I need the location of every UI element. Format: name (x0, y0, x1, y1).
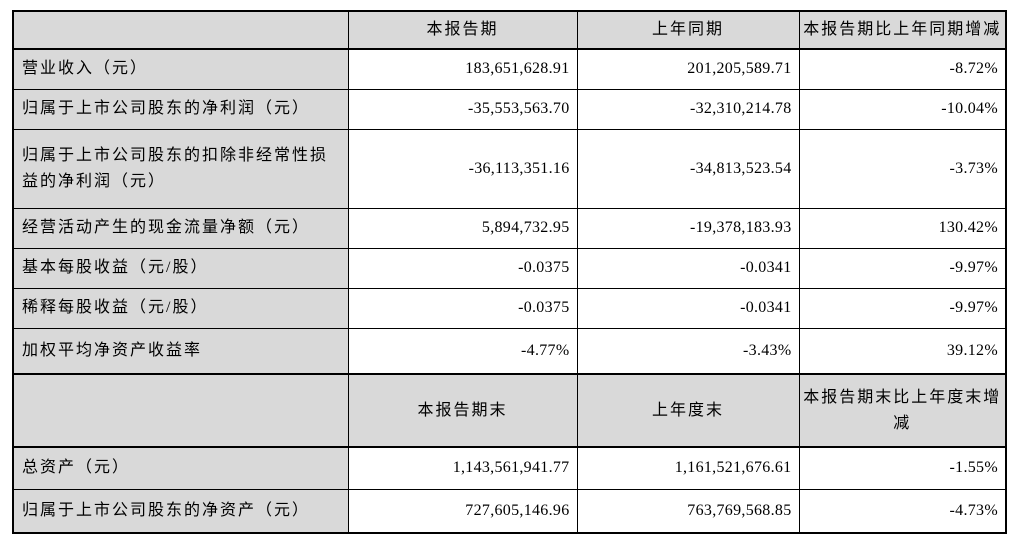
change-value: -10.04% (798, 88, 1007, 130)
change-value: -4.73% (798, 488, 1007, 534)
current-period-value: -4.77% (347, 327, 578, 375)
financial-summary-table: 本报告期 上年同期 本报告期比上年同期增减 营业收入（元） 183,651,62… (12, 10, 1007, 534)
change-value: -9.97% (798, 247, 1007, 289)
table-row-diluted-eps: 稀释每股收益（元/股） -0.0375 -0.0341 -9.97% (12, 287, 1007, 329)
prior-period-value: -0.0341 (576, 287, 800, 329)
table-row-net-profit: 归属于上市公司股东的净利润（元） -35,553,563.70 -32,310,… (12, 88, 1007, 130)
prior-period-value: 1,161,521,676.61 (576, 446, 800, 490)
metric-label: 加权平均净资产收益率 (12, 327, 349, 375)
table-row-revenue: 营业收入（元） 183,651,628.91 201,205,589.71 -8… (12, 48, 1007, 90)
section2-header-row: 本报告期末 上年度末 本报告期末比上年度末增 减 (12, 373, 1007, 448)
prior-period-value: -19,378,183.93 (576, 207, 800, 249)
change-value: 130.42% (798, 207, 1007, 249)
col-header-prior-period: 上年同期 (576, 10, 800, 50)
metric-label: 经营活动产生的现金流量净额（元） (12, 207, 349, 249)
col-header-period-end: 本报告期末 (347, 373, 578, 448)
table-row-weighted-avg-roe: 加权平均净资产收益率 -4.77% -3.43% 39.12% (12, 327, 1007, 375)
change-value: 39.12% (798, 327, 1007, 375)
metric-label: 归属于上市公司股东的净资产（元） (12, 488, 349, 534)
current-period-value: 183,651,628.91 (347, 48, 578, 90)
table-row-net-assets: 归属于上市公司股东的净资产（元） 727,605,146.96 763,769,… (12, 488, 1007, 534)
current-period-value: -0.0375 (347, 287, 578, 329)
metric-label: 归属于上市公司股东的扣除非经常性损益的净利润（元） (12, 128, 349, 209)
col-header-prior-year-end: 上年度末 (576, 373, 800, 448)
change-value: -9.97% (798, 287, 1007, 329)
current-period-value: 1,143,561,941.77 (347, 446, 578, 490)
change-value: -3.73% (798, 128, 1007, 209)
prior-period-value: -0.0341 (576, 247, 800, 289)
current-period-value: -36,113,351.16 (347, 128, 578, 209)
metric-label: 稀释每股收益（元/股） (12, 287, 349, 329)
prior-period-value: 763,769,568.85 (576, 488, 800, 534)
prior-period-value: -32,310,214.78 (576, 88, 800, 130)
table-row-net-profit-excl-nonrecurring: 归属于上市公司股东的扣除非经常性损益的净利润（元） -36,113,351.16… (12, 128, 1007, 209)
col-header-current-period: 本报告期 (347, 10, 578, 50)
corner-blank-cell (12, 10, 349, 50)
metric-label: 营业收入（元） (12, 48, 349, 90)
table-row-operating-cash-flow: 经营活动产生的现金流量净额（元） 5,894,732.95 -19,378,18… (12, 207, 1007, 249)
current-period-value: -0.0375 (347, 247, 578, 289)
change-value: -1.55% (798, 446, 1007, 490)
table-row-basic-eps: 基本每股收益（元/股） -0.0375 -0.0341 -9.97% (12, 247, 1007, 289)
current-period-value: 5,894,732.95 (347, 207, 578, 249)
prior-period-value: -34,813,523.54 (576, 128, 800, 209)
metric-label: 总资产（元） (12, 446, 349, 490)
section1-header-row: 本报告期 上年同期 本报告期比上年同期增减 (12, 10, 1007, 50)
metric-label: 归属于上市公司股东的净利润（元） (12, 88, 349, 130)
table-row-total-assets: 总资产（元） 1,143,561,941.77 1,161,521,676.61… (12, 446, 1007, 490)
metric-label: 基本每股收益（元/股） (12, 247, 349, 289)
prior-period-value: 201,205,589.71 (576, 48, 800, 90)
current-period-value: -35,553,563.70 (347, 88, 578, 130)
prior-period-value: -3.43% (576, 327, 800, 375)
col-header-period-end-change: 本报告期末比上年度末增 减 (798, 373, 1007, 448)
current-period-value: 727,605,146.96 (347, 488, 578, 534)
corner-blank-cell (12, 373, 349, 448)
change-value: -8.72% (798, 48, 1007, 90)
col-header-change: 本报告期比上年同期增减 (798, 10, 1007, 50)
